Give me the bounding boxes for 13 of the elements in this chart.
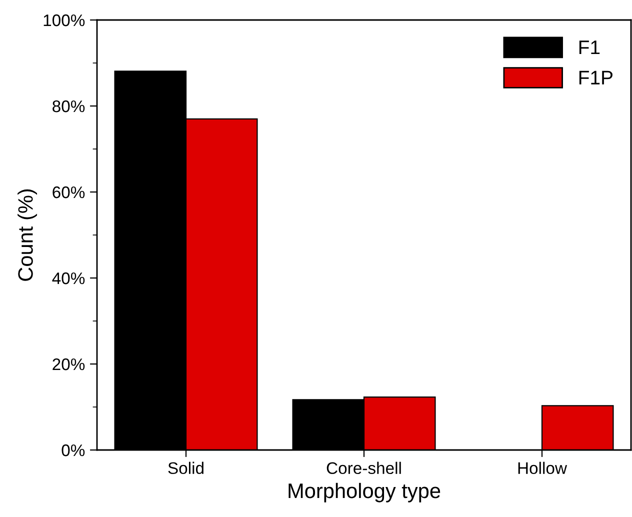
y-tick-label: 40% <box>52 272 85 284</box>
y-tick-label: 20% <box>52 358 85 370</box>
x-tick-label: Hollow <box>518 462 568 474</box>
x-tick-label: Core-shell <box>326 462 401 474</box>
legend-label: F1 <box>579 40 600 54</box>
y-tick-label: 0% <box>62 444 85 456</box>
x-axis-title: Morphology type <box>288 482 440 502</box>
y-axis-title: Count (%) <box>18 189 38 281</box>
y-tick-label: 100% <box>44 14 85 26</box>
x-tick-label: Solid <box>168 462 204 474</box>
y-tick-label: 80% <box>52 100 85 112</box>
y-tick-label: 60% <box>52 186 85 198</box>
legend-label: F1P <box>579 70 612 84</box>
